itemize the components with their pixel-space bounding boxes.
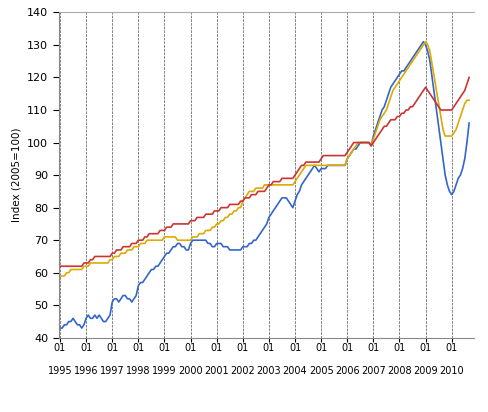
Text: 1996: 1996 xyxy=(74,365,98,376)
Wholesale trade xyxy=(122,251,128,256)
Text: 2005: 2005 xyxy=(308,365,333,376)
Text: 2006: 2006 xyxy=(334,365,359,376)
Text: 1995: 1995 xyxy=(47,365,72,376)
Text: 1998: 1998 xyxy=(126,365,150,376)
Text: 1999: 1999 xyxy=(152,365,176,376)
Retail trade xyxy=(363,140,369,145)
Text: 2002: 2002 xyxy=(230,365,255,376)
Wholesale trade xyxy=(363,140,369,145)
Retail trade xyxy=(465,75,471,80)
Motor vehicle trade xyxy=(420,39,426,44)
Motor vehicle trade xyxy=(465,121,471,126)
Motor vehicle trade xyxy=(378,108,384,112)
Text: 2000: 2000 xyxy=(178,365,203,376)
Y-axis label: Index (2005=100): Index (2005=100) xyxy=(12,128,21,222)
Motor vehicle trade xyxy=(363,140,369,145)
Line: Motor vehicle trade: Motor vehicle trade xyxy=(60,42,468,328)
Text: 2001: 2001 xyxy=(204,365,228,376)
Text: 1997: 1997 xyxy=(100,365,124,376)
Motor vehicle trade xyxy=(211,244,217,249)
Wholesale trade xyxy=(211,225,217,229)
Retail trade xyxy=(326,153,332,158)
Wholesale trade xyxy=(378,114,384,119)
Text: 2008: 2008 xyxy=(386,365,411,376)
Text: 2010: 2010 xyxy=(439,365,463,376)
Wholesale trade xyxy=(137,241,143,246)
Motor vehicle trade xyxy=(137,280,143,285)
Text: 2007: 2007 xyxy=(360,365,385,376)
Retail trade xyxy=(378,127,384,132)
Wholesale trade xyxy=(422,39,427,44)
Retail trade xyxy=(211,208,217,213)
Line: Wholesale trade: Wholesale trade xyxy=(60,42,468,276)
Motor vehicle trade xyxy=(122,293,128,298)
Retail trade xyxy=(137,238,143,243)
Text: 2004: 2004 xyxy=(282,365,306,376)
Retail trade xyxy=(122,244,128,249)
Motor vehicle trade xyxy=(326,163,332,168)
Wholesale trade xyxy=(465,98,471,103)
Wholesale trade xyxy=(57,274,63,279)
Wholesale trade xyxy=(326,163,332,168)
Text: 2003: 2003 xyxy=(256,365,281,376)
Retail trade xyxy=(57,264,63,269)
Text: 2009: 2009 xyxy=(412,365,437,376)
Line: Retail trade: Retail trade xyxy=(60,77,468,266)
Motor vehicle trade xyxy=(57,325,63,330)
